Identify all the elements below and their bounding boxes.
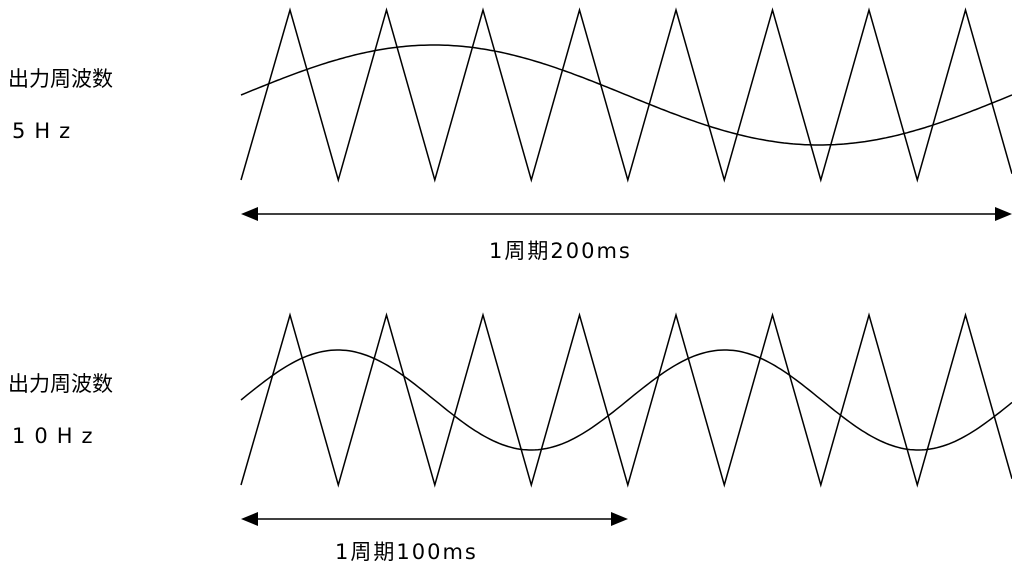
reference-sine-wave-5hz <box>240 44 1012 146</box>
arrow-head-right <box>995 207 1012 221</box>
output-frequency-value: 5Hz <box>12 119 80 143</box>
period-arrow-5hz <box>241 207 1012 221</box>
arrow-head-left <box>241 512 258 526</box>
carrier-triangle-wave-5hz <box>240 7 1012 183</box>
reference-sine-wave-10hz <box>240 349 1012 451</box>
period-arrow-10hz <box>241 512 628 526</box>
arrow-head-left <box>241 207 258 221</box>
output-frequency-value: 10Hz <box>12 424 102 448</box>
output-frequency-title: 出力周波数 <box>8 67 113 91</box>
period-label: 1周期200ms <box>489 239 632 263</box>
output-frequency-title: 出力周波数 <box>8 372 113 396</box>
arrow-head-right <box>611 512 628 526</box>
carrier-triangle-wave-10hz <box>240 312 1012 488</box>
period-label: 1周期100ms <box>335 540 478 564</box>
